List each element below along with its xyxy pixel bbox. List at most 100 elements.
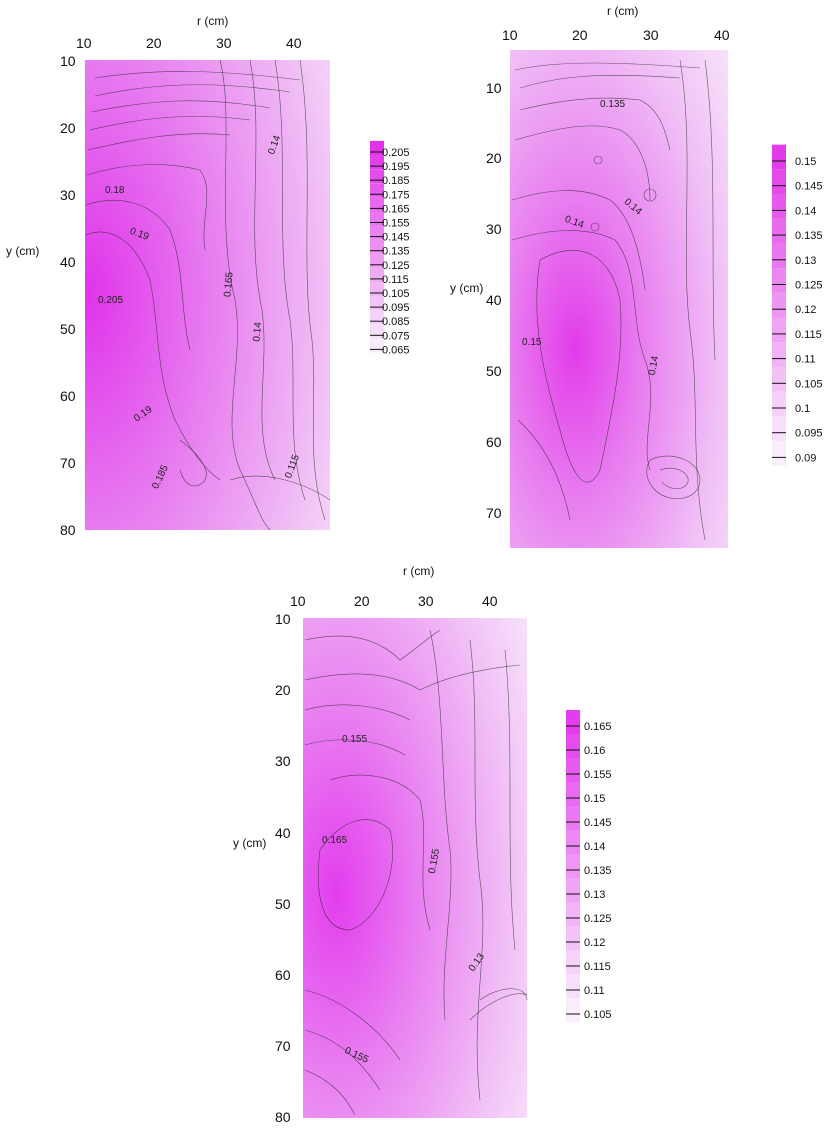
chart-1-x-tick: 40: [286, 35, 302, 51]
legend-level-label: 0.14: [584, 841, 605, 853]
chart-3-y-tick: 80: [275, 1109, 291, 1125]
chart-3-contour-label: 0.165: [322, 835, 347, 846]
legend-level-label: 0.14: [795, 205, 816, 217]
legend-swatch: [772, 243, 786, 269]
legend-swatch: [772, 218, 786, 244]
chart-2-y-tick: 30: [486, 221, 502, 237]
legend-level-label: 0.195: [382, 161, 410, 173]
chart-1-x-tick: 30: [216, 35, 232, 51]
chart-2-y-axis-title: y (cm): [450, 281, 483, 295]
legend-level-label: 0.12: [584, 937, 605, 949]
legend-level-label: 0.145: [584, 817, 612, 829]
legend-swatch: [566, 902, 580, 926]
legend-level-label: 0.125: [382, 260, 410, 272]
chart-1-legend: 0.205 0.195 0.185 0.175 0.165 0.155 0.145 0.135…: [370, 140, 410, 356]
chart-1-contour-label: 0.14: [251, 321, 264, 342]
legend-level-label: 0.205: [382, 147, 410, 159]
chart-1-y-tick: 80: [60, 522, 76, 538]
legend-level-label: 0.12: [795, 304, 816, 316]
legend-level-label: 0.145: [382, 232, 410, 244]
legend-level-label: 0.1: [795, 403, 810, 415]
legend-level-label: 0.105: [795, 378, 823, 390]
legend-level-label: 0.16: [584, 745, 605, 757]
chart-3: 0.155 0.165 0.155 0.13 0.155 r (cm) 10 2…: [233, 564, 612, 1125]
legend-swatch: [566, 830, 580, 854]
chart-3-x-tick: 40: [482, 593, 498, 609]
legend-swatch: [566, 734, 580, 758]
chart-1-contour-label: 0.205: [98, 295, 123, 306]
chart-2-legend: 0.15 0.145 0.14 0.135 0.13 0.125 0.12 0.115 0.11…: [772, 144, 823, 466]
chart-3-y-tick: 10: [275, 611, 291, 627]
chart-2-y-tick: 20: [486, 150, 502, 166]
legend-swatch: [772, 194, 786, 219]
chart-3-x-ticks: 10 20 30 40: [290, 593, 498, 609]
chart-1-contour-lines: [85, 59, 331, 531]
legend-swatch: [566, 806, 580, 830]
chart-2-x-ticks: 10 20 30 40: [502, 27, 730, 43]
chart-3-y-tick: 50: [275, 896, 291, 912]
chart-1-y-tick: 20: [60, 120, 76, 136]
chart-3-y-ticks: 10 20 30 40 50 60 70 80: [275, 611, 291, 1125]
chart-1-x-axis-title: r (cm): [197, 14, 228, 28]
legend-swatch: [566, 950, 580, 974]
legend-swatch: [566, 926, 580, 950]
legend-level-label: 0.115: [584, 961, 611, 973]
legend-swatch: [772, 342, 786, 367]
chart-3-contour-lines: [304, 629, 528, 1116]
chart-2-plot-area: [510, 50, 728, 548]
chart-3-contour-label: 0.155: [427, 848, 442, 875]
chart-2-y-tick: 10: [486, 80, 502, 96]
legend-swatch: [772, 144, 786, 170]
legend-level-label: 0.095: [795, 428, 823, 440]
chart-3-x-tick: 10: [290, 593, 306, 609]
legend-level-label: 0.095: [382, 302, 410, 314]
chart-3-y-tick: 30: [275, 753, 291, 769]
chart-1-y-tick: 50: [60, 321, 76, 337]
legend-level-label: 0.135: [795, 230, 823, 242]
legend-level-label: 0.165: [382, 203, 410, 215]
legend-swatch: [566, 710, 580, 734]
chart-1-y-tick: 60: [60, 388, 76, 404]
legend-swatch: [566, 782, 580, 806]
legend-level-label: 0.165: [584, 721, 612, 733]
legend-swatch: [772, 366, 786, 392]
legend-swatch: [566, 974, 580, 998]
chart-2-contour-label: 0.15: [522, 337, 542, 348]
legend-level-label: 0.115: [795, 329, 822, 341]
legend-swatch: [566, 758, 580, 782]
legend-level-label: 0.145: [795, 181, 823, 193]
legend-level-label: 0.135: [584, 865, 612, 877]
chart-2-y-ticks: 10 20 30 40 50 60 70: [486, 80, 502, 521]
chart-3-y-tick: 20: [275, 682, 291, 698]
legend-swatch: [772, 317, 786, 343]
chart-3-y-axis-title: y (cm): [233, 836, 266, 850]
chart-3-legend: 0.165 0.16 0.155 0.15 0.145 0.14 0.135 0.13 0.12…: [566, 710, 612, 1022]
legend-level-label: 0.065: [382, 344, 410, 356]
chart-2-x-tick: 10: [502, 27, 518, 43]
chart-1-y-tick: 40: [60, 254, 76, 270]
chart-2-x-tick: 20: [572, 27, 588, 43]
legend-level-label: 0.085: [382, 316, 410, 328]
chart-3-x-axis-title: r (cm): [403, 564, 434, 578]
chart-2-y-tick: 40: [486, 292, 502, 308]
chart-2-contour-label: 0.135: [600, 99, 625, 110]
chart-2-y-tick: 60: [486, 434, 502, 450]
legend-level-label: 0.125: [795, 280, 823, 292]
chart-3-y-tick: 70: [275, 1038, 291, 1054]
chart-3-x-tick: 20: [354, 593, 370, 609]
legend-swatch: [772, 268, 786, 293]
chart-1-y-tick: 30: [60, 187, 76, 203]
chart-2-contour-label: 0.14: [647, 355, 661, 377]
chart-1: 0.14 0.18 0.19 0.165 0.205 0.14 0.19 0.1…: [6, 14, 410, 538]
legend-level-label: 0.105: [382, 288, 410, 300]
chart-1-contour-label: 0.18: [105, 185, 125, 196]
chart-1-y-ticks: 10 20 30 40 50 60 70 80: [60, 53, 76, 538]
chart-2-x-tick: 40: [714, 27, 730, 43]
legend-level-label: 0.175: [382, 189, 410, 201]
chart-3-plot-area: [303, 618, 527, 1118]
chart-1-y-tick: 10: [60, 53, 76, 69]
legend-swatch: [772, 292, 786, 318]
legend-swatch: [772, 169, 786, 195]
legend-level-label: 0.155: [584, 769, 612, 781]
